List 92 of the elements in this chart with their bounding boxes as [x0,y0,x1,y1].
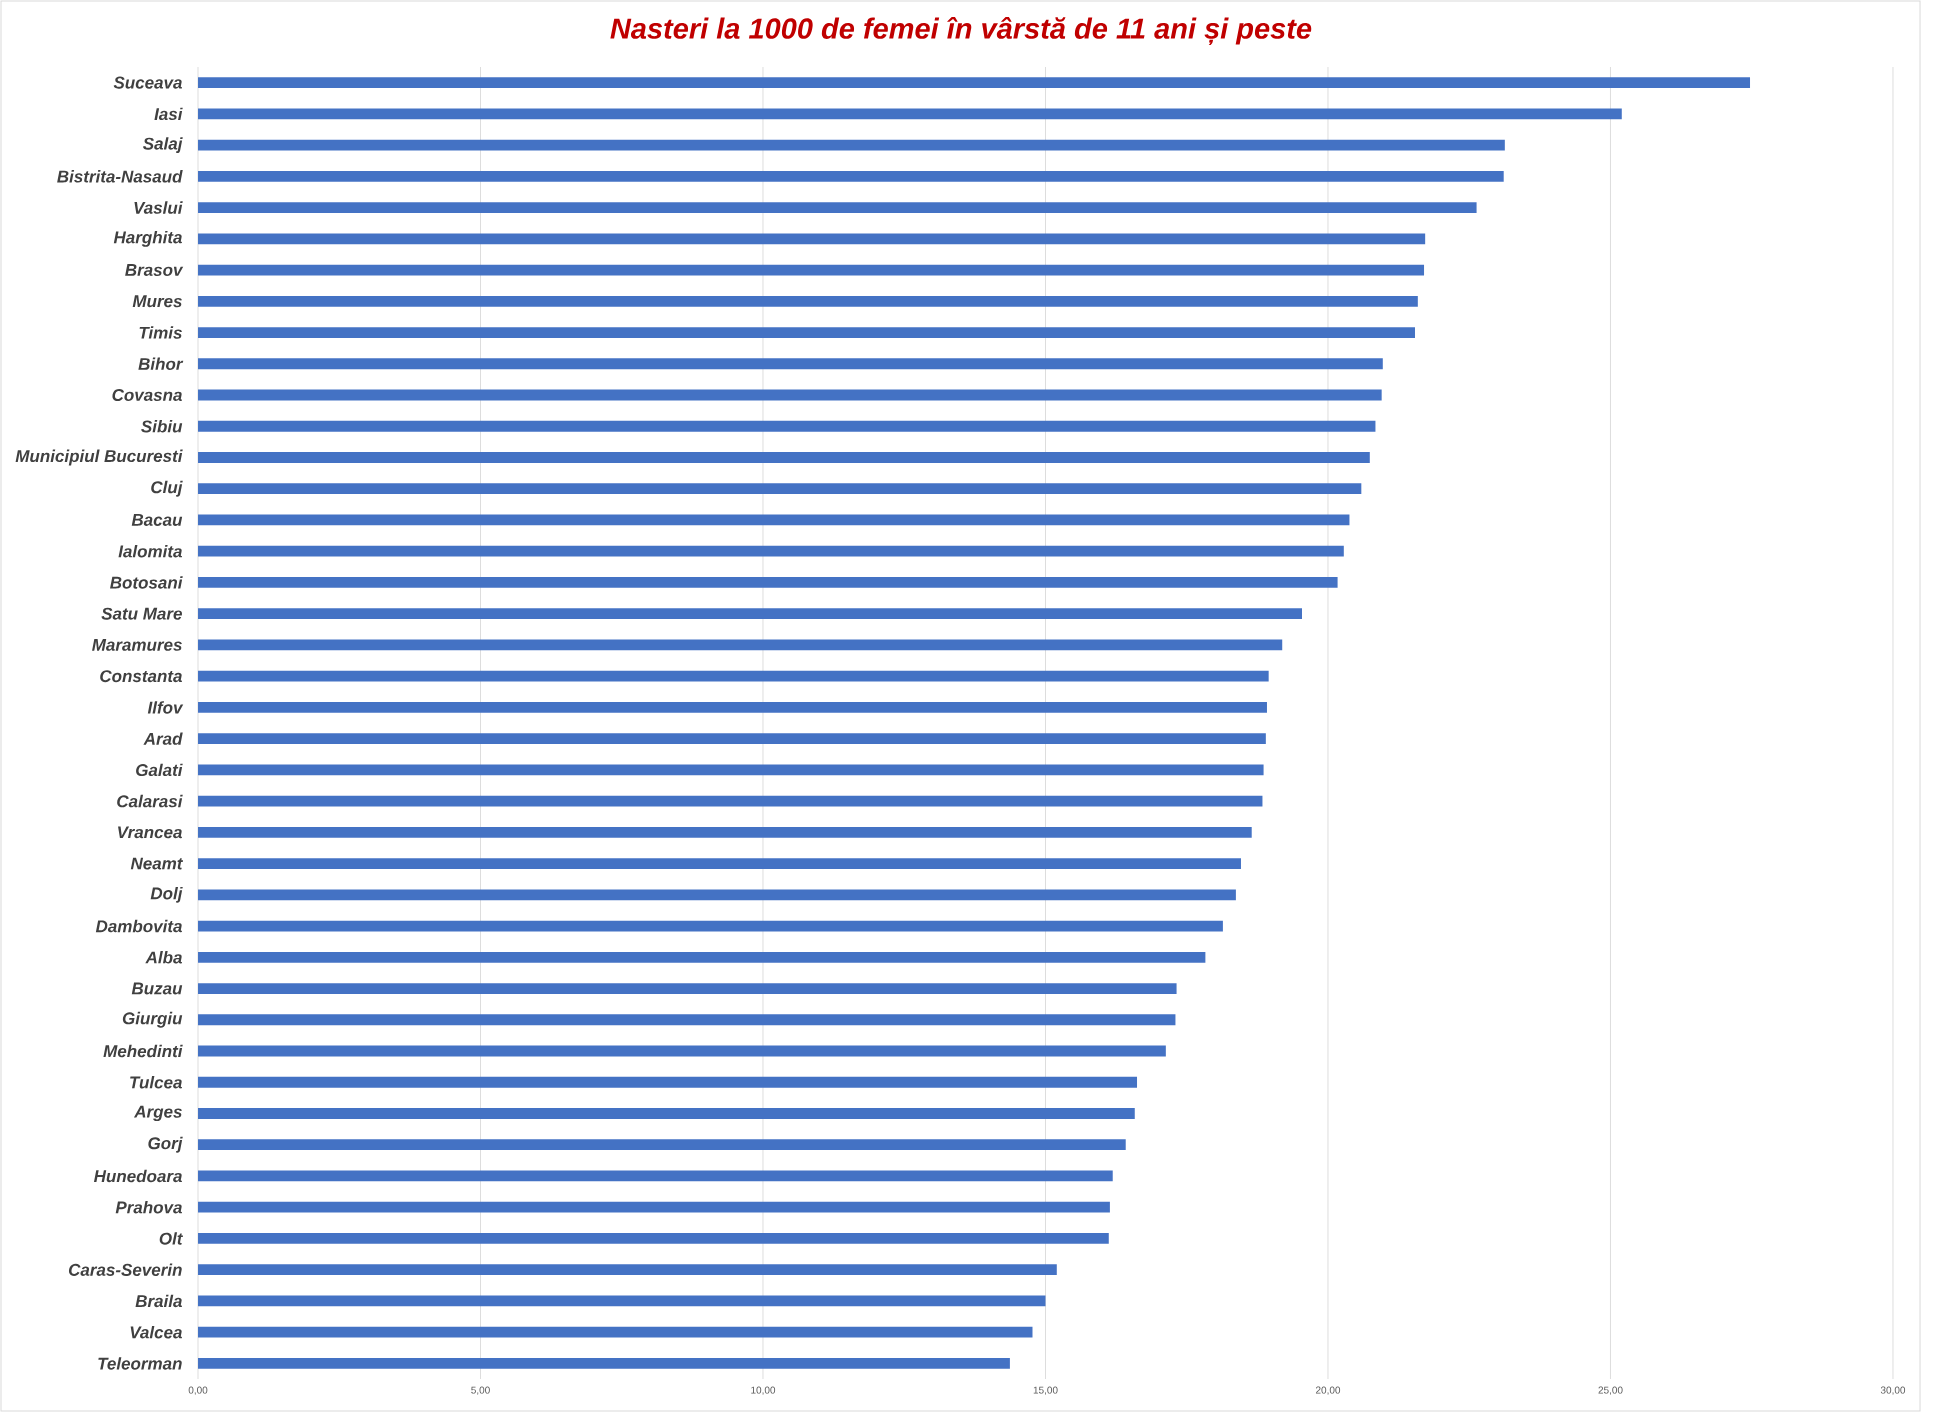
bar [198,733,1266,745]
x-tick-label: 30,00 [1880,1386,1906,1395]
y-tick-label: Dambovita [95,919,182,933]
y-tick-label: Municipiul Bucuresti [15,449,183,466]
bar [198,1201,1110,1213]
y-tick-label: Prahova [115,1200,182,1214]
y-tick-label: Bistrita-Nasaud [57,170,183,183]
bar [198,1233,1109,1244]
bar [198,826,1252,838]
y-tick-label: Mehedinti [103,1044,183,1058]
bar [198,170,1504,182]
bar [198,858,1241,869]
y-tick-label: Bihor [138,357,184,371]
y-tick-label: Arges [133,1105,182,1122]
y-tick-label: Vaslui [134,201,183,214]
y-tick-label: Galati [136,763,183,777]
x-tick-label: 20,00 [1315,1386,1341,1395]
y-tick-label: Neamt [130,857,184,870]
bar [198,420,1376,432]
y-tick-label: Sibiu [141,420,183,433]
bar [198,389,1382,401]
y-tick-label: Vrancea [118,826,182,839]
y-tick-label: Iasi [154,107,183,121]
y-tick-label: Constanta [100,670,182,683]
bar [198,483,1362,495]
y-tick-label: Calarasi [117,794,183,808]
bar [198,514,1350,526]
y-tick-label: Alba [145,951,182,964]
y-tick-label: Satu Mare [101,607,182,620]
y-tick-label: Harghita [113,230,182,247]
bar [198,1139,1126,1151]
y-tick-label: Salaj [142,137,183,154]
bar [198,920,1223,932]
bar [198,1170,1113,1182]
y-tick-label: Ilfov [147,701,184,714]
bar [198,1014,1176,1026]
y-tick-label: Brasov [125,264,184,276]
bar [198,327,1415,338]
y-tick-label: Mures [132,295,182,308]
y-tick-label: Ialomita [118,544,182,558]
bar [198,545,1344,557]
y-tick-label: Valcea [130,1325,182,1339]
y-tick-label: Olt [159,1232,184,1245]
x-tick-label: 15,00 [1033,1386,1058,1395]
bar [198,795,1263,807]
y-tick-label: Maramures [92,638,182,651]
y-tick-label: Hunedoara [93,1169,182,1183]
bar [198,264,1425,276]
y-tick-label: Timis [139,326,182,339]
bar [198,1295,1046,1307]
bar [198,295,1418,307]
bar [198,764,1264,776]
y-tick-label: Tulcea [130,1076,182,1089]
bar [198,202,1477,213]
bar [198,1045,1166,1057]
x-tick-label: 0,00 [188,1386,208,1395]
y-tick-label: Gorj [148,1136,183,1153]
bar [198,108,1622,120]
bar [198,1326,1033,1338]
bar [198,77,1751,89]
bar [198,951,1206,963]
chart-title: Nasteri la 1000 de femei în vârstă de 11 ani și peste [610,16,1312,46]
bar [198,1108,1135,1119]
bar [198,608,1302,620]
bar [198,1357,1010,1369]
y-tick-label: Suceava [113,76,182,89]
bar [198,358,1383,370]
y-tick-label: Arad [143,732,183,745]
bar [198,1264,1057,1276]
bar [198,233,1426,245]
y-tick-label: Covasna [112,388,182,402]
y-tick-label: Buzau [131,982,183,995]
bar [198,452,1370,463]
y-tick-label: Caras-Severin [68,1263,182,1276]
y-tick-label: Dolj [150,886,183,903]
bar [198,1076,1138,1088]
bar [198,983,1177,994]
x-tick-label: 5,00 [471,1386,490,1395]
x-tick-label: 25,00 [1598,1386,1623,1395]
bar [198,577,1338,588]
bar [198,139,1505,151]
y-tick-label: Giurgiu [122,1011,183,1028]
bar [198,889,1236,901]
y-tick-label: Cluj [151,480,183,497]
x-tick-label: 10,00 [751,1386,776,1395]
y-tick-label: Teleorman [98,1357,182,1370]
y-tick-label: Braila [135,1294,182,1308]
y-tick-label: Bacau [131,514,183,526]
bar [198,701,1267,713]
bar [198,639,1283,651]
y-tick-label: Botosani [110,576,183,589]
bar [198,670,1269,682]
